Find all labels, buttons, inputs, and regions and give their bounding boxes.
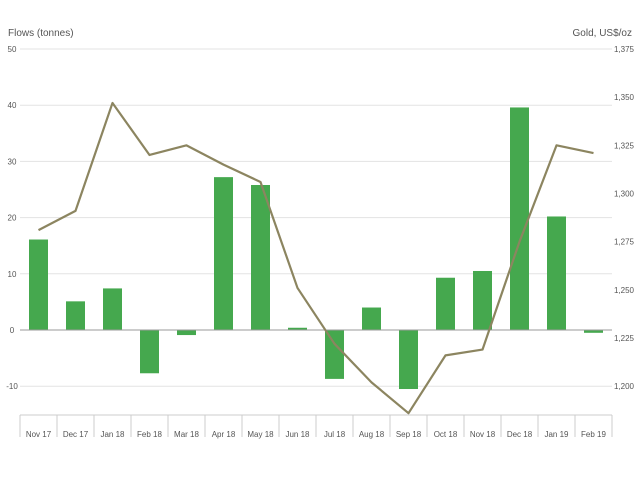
bar-3	[140, 330, 159, 374]
left-tick-label: 40	[8, 101, 17, 110]
x-tick-label: Nov 17	[26, 430, 52, 439]
x-tick-label: Dec 18	[507, 430, 533, 439]
right-tick-label: 1,350	[614, 93, 635, 102]
x-tick-label: Apr 18	[212, 430, 236, 439]
axes	[19, 329, 613, 437]
x-tick-label: Dec 17	[63, 430, 89, 439]
bar-14	[547, 216, 566, 330]
x-tick-label: Oct 18	[434, 430, 458, 439]
right-tick-label: 1,200	[614, 382, 635, 391]
x-tick-label: Mar 18	[174, 430, 199, 439]
right-axis-title: Gold, US$/oz	[573, 28, 632, 39]
bar-0	[29, 239, 48, 330]
bar-10	[399, 330, 418, 390]
bar-8	[325, 330, 344, 379]
x-tick-label: Jan 18	[100, 430, 125, 439]
bar-1	[66, 301, 85, 330]
x-tick-label: Aug 18	[359, 430, 385, 439]
bar-2	[103, 288, 122, 330]
tick-labels: 50 40 30 20 10 0 -10 1,375 1,350 1,325 1,300 1,275 1…	[6, 45, 634, 439]
bar-11	[436, 277, 455, 330]
x-tick-label: Jul 18	[324, 430, 346, 439]
gridlines	[20, 48, 612, 387]
gold-price-line	[37, 101, 594, 415]
bar-6	[251, 185, 270, 330]
left-tick-label: 20	[8, 214, 17, 223]
right-tick-label: 1,375	[614, 45, 635, 54]
x-tick-label: May 18	[247, 430, 274, 439]
bar-4	[177, 330, 196, 336]
x-tick-label: Jun 18	[285, 430, 310, 439]
left-axis-title: Flows (tonnes)	[8, 28, 74, 39]
left-tick-label: 50	[8, 45, 17, 54]
bar-13	[510, 107, 529, 330]
right-tick-label: 1,325	[614, 141, 635, 150]
bar-7	[288, 327, 307, 330]
bar-9	[362, 307, 381, 330]
x-tick-label: Nov 18	[470, 430, 496, 439]
x-tick-label: Feb 18	[137, 430, 162, 439]
bar-series	[29, 107, 603, 390]
x-tick-label: Sep 18	[396, 430, 422, 439]
line-series	[37, 101, 594, 415]
x-tick-label: Jan 19	[544, 430, 569, 439]
left-tick-label: -10	[6, 382, 18, 391]
left-tick-label: 30	[8, 157, 17, 166]
left-tick-label: 0	[10, 326, 15, 335]
bar-15	[584, 330, 603, 333]
right-tick-label: 1,225	[614, 334, 635, 343]
x-tick-label: Feb 19	[581, 430, 606, 439]
bar-5	[214, 177, 233, 330]
left-tick-label: 10	[8, 270, 17, 279]
right-tick-label: 1,275	[614, 238, 635, 247]
bar-12	[473, 270, 492, 330]
right-tick-label: 1,250	[614, 286, 635, 295]
right-tick-label: 1,300	[614, 190, 635, 199]
